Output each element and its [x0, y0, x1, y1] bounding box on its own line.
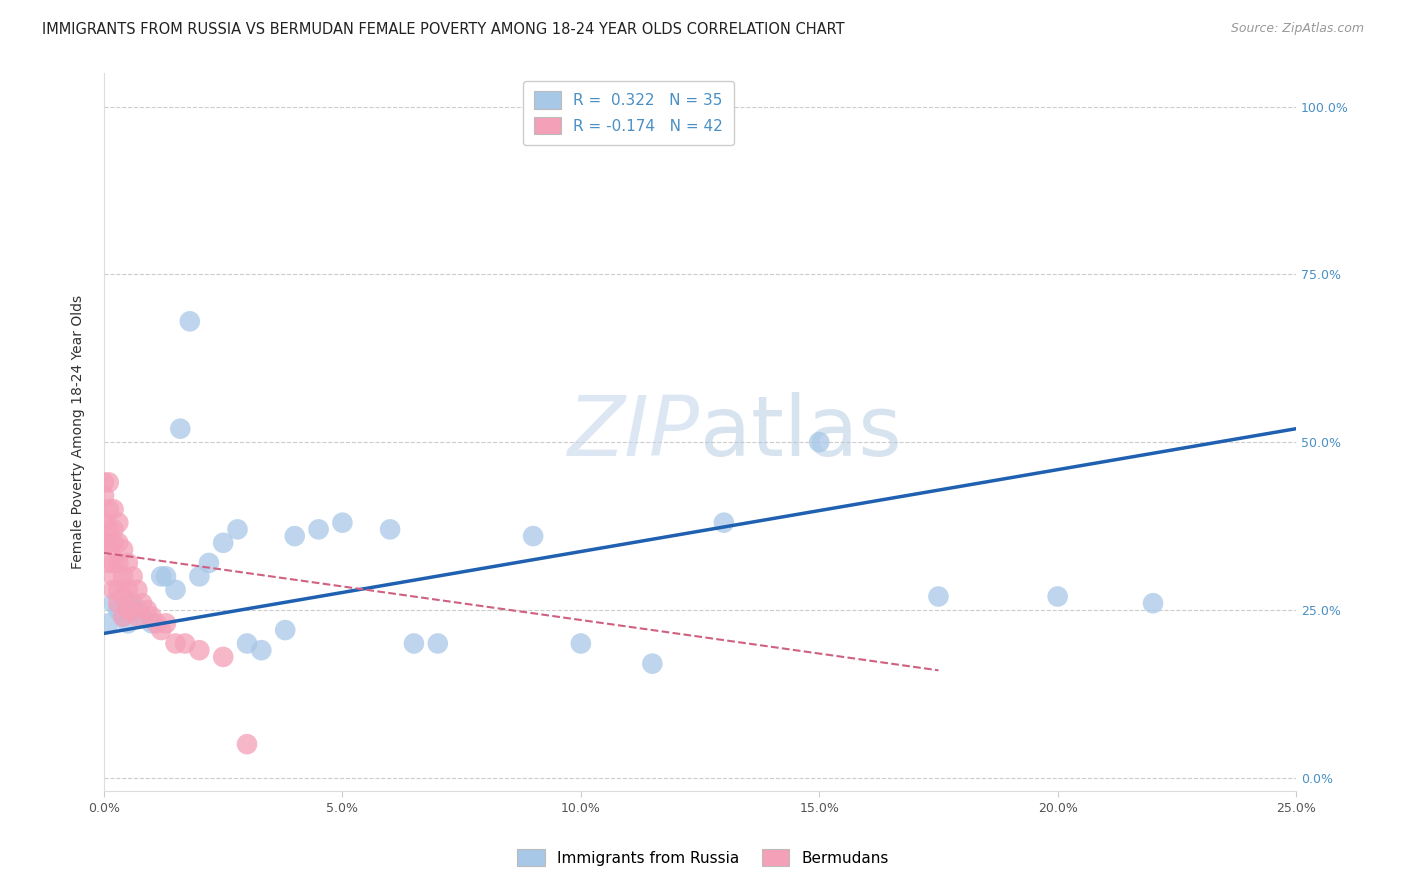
Point: [174, 636, 197, 650]
Point: [97, 502, 120, 516]
Point: [141, 616, 163, 631]
Point: [188, 569, 211, 583]
Text: atlas: atlas: [700, 392, 901, 473]
Text: ZIP: ZIP: [568, 392, 700, 473]
Point: [107, 582, 129, 597]
Point: [97, 556, 120, 570]
Point: [112, 590, 135, 604]
Point: [93, 536, 115, 550]
Point: [107, 603, 129, 617]
Point: [641, 657, 664, 671]
Point: [121, 569, 143, 583]
Point: [308, 522, 330, 536]
Y-axis label: Female Poverty Among 18-24 Year Olds: Female Poverty Among 18-24 Year Olds: [72, 295, 86, 569]
Point: [250, 643, 273, 657]
Point: [127, 603, 149, 617]
Point: [103, 522, 125, 536]
Point: [135, 603, 157, 617]
Text: IMMIGRANTS FROM RUSSIA VS BERMUDAN FEMALE POVERTY AMONG 18-24 YEAR OLDS CORRELAT: IMMIGRANTS FROM RUSSIA VS BERMUDAN FEMAL…: [42, 22, 845, 37]
Point: [107, 556, 129, 570]
Point: [103, 536, 125, 550]
Point: [169, 422, 191, 436]
Point: [155, 569, 177, 583]
Point: [236, 737, 259, 751]
Point: [226, 522, 249, 536]
Point: [713, 516, 735, 530]
Point: [155, 616, 177, 631]
Point: [117, 603, 139, 617]
Point: [131, 609, 153, 624]
Point: [97, 616, 120, 631]
Point: [378, 522, 401, 536]
Point: [93, 475, 115, 490]
Point: [112, 542, 135, 557]
Point: [93, 516, 115, 530]
Point: [150, 623, 173, 637]
Point: [1142, 596, 1164, 610]
Text: Source: ZipAtlas.com: Source: ZipAtlas.com: [1230, 22, 1364, 36]
Point: [107, 516, 129, 530]
Point: [212, 649, 235, 664]
Point: [127, 582, 149, 597]
Point: [141, 609, 163, 624]
Point: [426, 636, 449, 650]
Point: [112, 609, 135, 624]
Legend: Immigrants from Russia, Bermudans: Immigrants from Russia, Bermudans: [508, 839, 898, 875]
Point: [121, 603, 143, 617]
Point: [145, 616, 167, 631]
Point: [927, 590, 949, 604]
Point: [165, 636, 187, 650]
Point: [284, 529, 307, 543]
Point: [198, 556, 221, 570]
Point: [103, 569, 125, 583]
Point: [402, 636, 425, 650]
Point: [127, 609, 149, 624]
Point: [274, 623, 297, 637]
Point: [117, 582, 139, 597]
Point: [117, 556, 139, 570]
Point: [97, 475, 120, 490]
Point: [93, 489, 115, 503]
Point: [112, 609, 135, 624]
Point: [117, 616, 139, 631]
Point: [212, 536, 235, 550]
Point: [97, 522, 120, 536]
Point: [188, 643, 211, 657]
Point: [121, 596, 143, 610]
Point: [808, 435, 831, 450]
Point: [112, 569, 135, 583]
Point: [236, 636, 259, 650]
Point: [165, 582, 187, 597]
Point: [522, 529, 544, 543]
Point: [150, 569, 173, 583]
Point: [103, 556, 125, 570]
Point: [332, 516, 354, 530]
Point: [107, 536, 129, 550]
Point: [569, 636, 592, 650]
Point: [97, 536, 120, 550]
Point: [1046, 590, 1069, 604]
Point: [103, 502, 125, 516]
Point: [103, 596, 125, 610]
Point: [107, 596, 129, 610]
Point: [103, 582, 125, 597]
Point: [179, 314, 201, 328]
Legend: R =  0.322   N = 35, R = -0.174   N = 42: R = 0.322 N = 35, R = -0.174 N = 42: [523, 80, 734, 145]
Point: [131, 596, 153, 610]
